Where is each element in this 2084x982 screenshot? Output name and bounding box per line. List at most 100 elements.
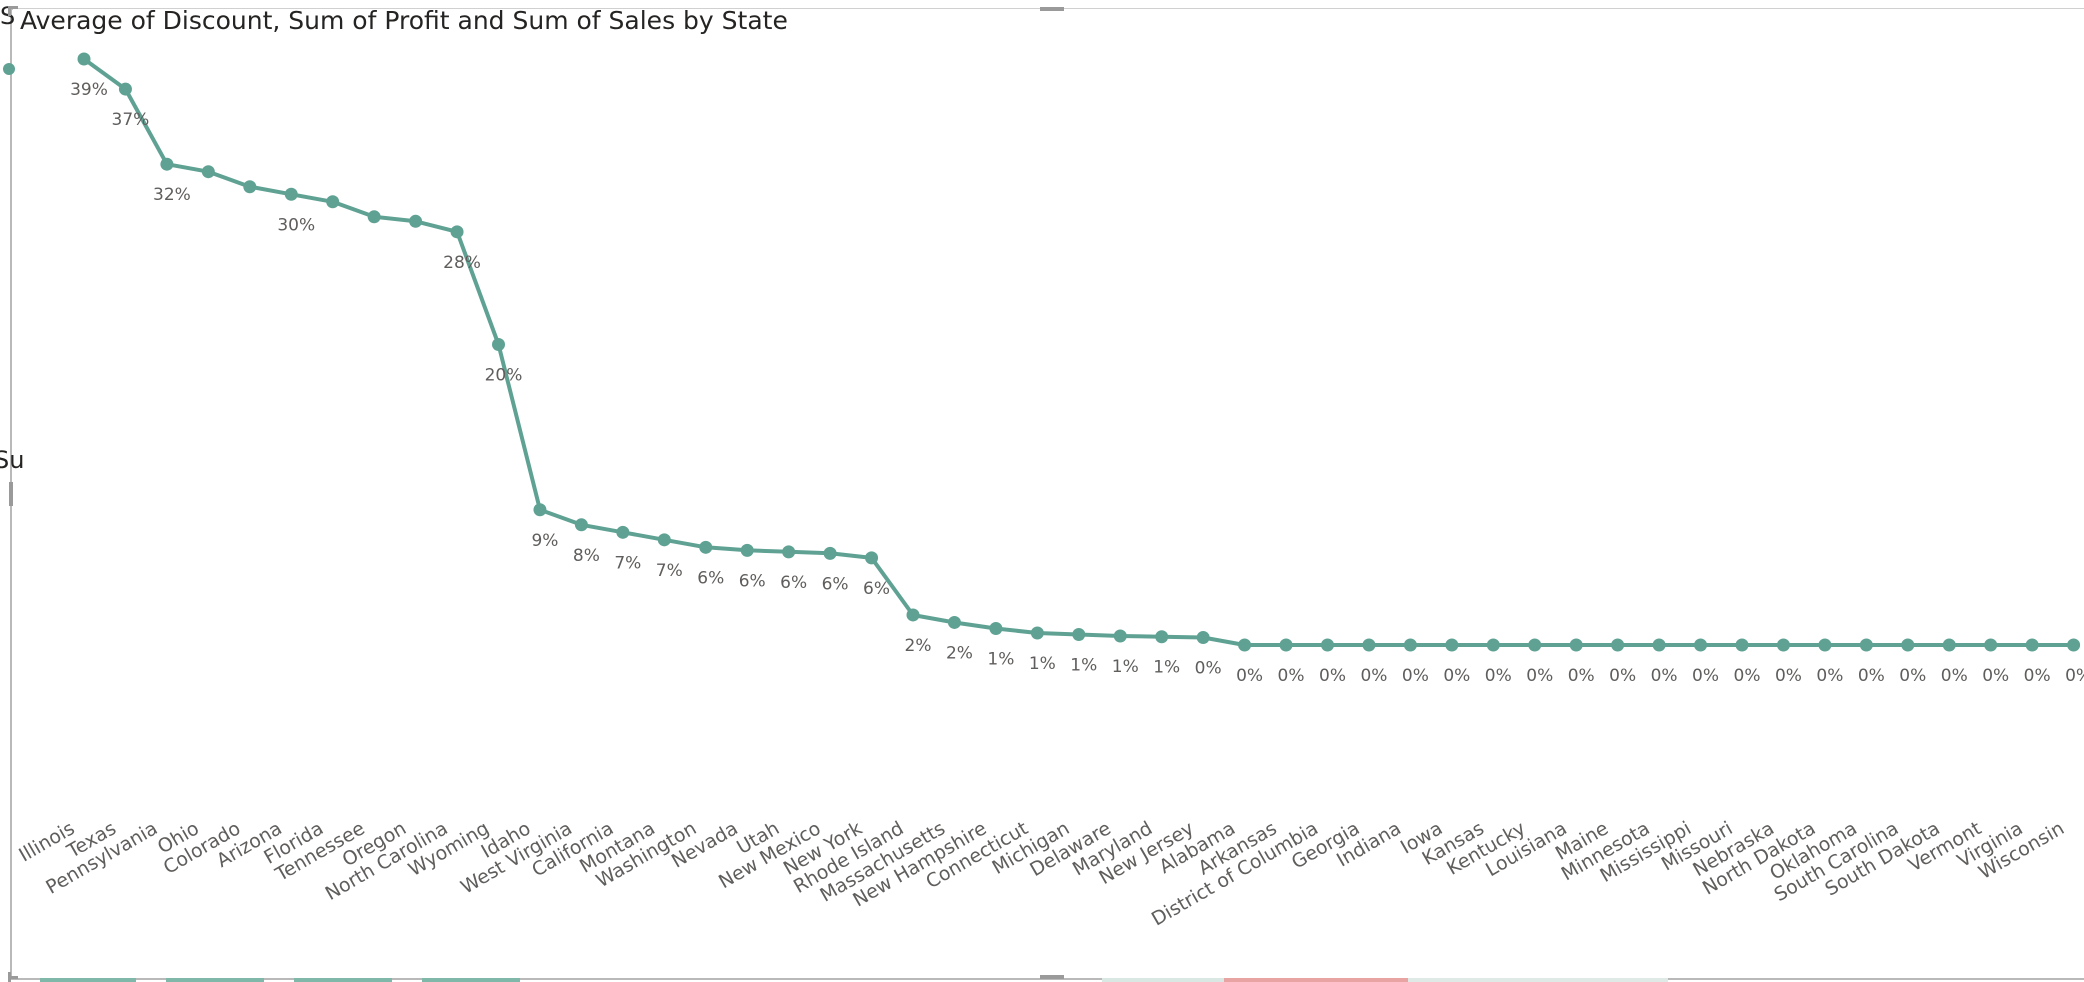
data-point[interactable] xyxy=(1859,638,1873,652)
data-point[interactable] xyxy=(1321,638,1334,652)
data-point[interactable] xyxy=(1984,638,1998,652)
neighbor-visual-strip xyxy=(422,978,520,982)
data-label: 1% xyxy=(1153,658,1180,678)
data-point[interactable] xyxy=(492,338,505,351)
data-point[interactable] xyxy=(1238,638,1252,652)
neighbor-visual-strip xyxy=(166,978,264,982)
data-label: 1% xyxy=(1070,655,1097,675)
data-point[interactable] xyxy=(2025,638,2039,652)
neighbor-visual-strip xyxy=(1408,978,1668,982)
data-point[interactable] xyxy=(906,608,920,622)
resize-handle-top-left[interactable] xyxy=(8,6,18,9)
data-label: 0% xyxy=(2065,666,2084,686)
data-label: 0% xyxy=(1568,666,1595,686)
data-point[interactable] xyxy=(77,52,91,66)
data-label: 0% xyxy=(2024,666,2051,686)
data-label: 2% xyxy=(905,636,932,656)
resize-handle-top[interactable] xyxy=(1040,7,1064,11)
data-point[interactable] xyxy=(284,187,298,201)
data-label: 0% xyxy=(1402,666,1429,686)
neighbor-visual-strip xyxy=(40,978,136,982)
data-label: 30% xyxy=(277,215,315,235)
data-point[interactable] xyxy=(326,195,340,209)
data-point[interactable] xyxy=(616,525,630,539)
data-point[interactable] xyxy=(1196,630,1210,644)
data-point[interactable] xyxy=(574,518,588,532)
data-label: 0% xyxy=(1443,666,1470,686)
data-label: 0% xyxy=(1526,666,1553,686)
resize-handle-top-left[interactable] xyxy=(8,6,11,16)
data-point[interactable] xyxy=(823,546,837,560)
data-point[interactable] xyxy=(1694,638,1708,652)
data-point[interactable] xyxy=(367,210,381,224)
data-point[interactable] xyxy=(865,551,879,565)
data-label: 9% xyxy=(531,531,558,551)
data-label: 0% xyxy=(1609,666,1636,686)
data-label: 0% xyxy=(1858,666,1885,686)
data-point[interactable] xyxy=(1735,638,1749,652)
data-point[interactable] xyxy=(657,533,671,547)
resize-handle-bottom-left[interactable] xyxy=(8,976,18,979)
data-label: 2% xyxy=(946,643,973,663)
data-point[interactable] xyxy=(533,503,547,517)
data-point[interactable] xyxy=(1403,638,1417,652)
data-point[interactable] xyxy=(1652,638,1666,652)
data-label: 0% xyxy=(1195,658,1222,678)
data-label: 6% xyxy=(863,579,890,599)
data-label: 0% xyxy=(1360,666,1387,686)
data-point[interactable] xyxy=(1569,638,1583,652)
data-label: 0% xyxy=(1236,666,1263,686)
data-label: 0% xyxy=(1982,666,2009,686)
data-point[interactable] xyxy=(118,82,132,96)
data-point[interactable] xyxy=(947,615,961,629)
chart-title: Average of Discount, Sum of Profit and S… xyxy=(20,6,788,35)
data-point[interactable] xyxy=(1611,638,1625,652)
data-point[interactable] xyxy=(450,225,464,239)
data-point[interactable] xyxy=(1030,626,1044,640)
clipped-visual-fragment: S xyxy=(0,2,16,30)
data-label: 0% xyxy=(1651,666,1678,686)
data-point[interactable] xyxy=(1113,629,1127,643)
data-label: 7% xyxy=(614,553,641,573)
data-point[interactable] xyxy=(1942,638,1956,652)
series-line xyxy=(82,57,2074,647)
data-point[interactable] xyxy=(1279,638,1293,652)
data-label: 0% xyxy=(1775,666,1802,686)
data-point[interactable] xyxy=(160,157,174,171)
data-label: 37% xyxy=(112,110,150,130)
data-point[interactable] xyxy=(201,165,215,179)
data-point[interactable] xyxy=(740,543,754,557)
neighbor-visual-strip xyxy=(294,978,392,982)
data-label: 8% xyxy=(573,546,600,566)
data-label: 0% xyxy=(1899,666,1926,686)
data-label: 6% xyxy=(780,573,807,593)
data-point[interactable] xyxy=(1445,638,1459,652)
data-point[interactable] xyxy=(2067,638,2081,652)
resize-handle-bottom[interactable] xyxy=(1040,975,1064,979)
data-point[interactable] xyxy=(989,621,1003,635)
data-point[interactable] xyxy=(1818,638,1832,652)
data-point[interactable] xyxy=(1776,638,1790,652)
data-point[interactable] xyxy=(1528,638,1542,652)
data-label: 28% xyxy=(443,253,481,273)
resize-handle-left[interactable] xyxy=(9,482,13,506)
chart-visual[interactable] xyxy=(10,8,2084,980)
data-point[interactable] xyxy=(1362,638,1376,652)
data-label: 7% xyxy=(656,561,683,581)
data-point[interactable] xyxy=(782,545,796,559)
data-point[interactable] xyxy=(1155,630,1169,644)
data-label: 0% xyxy=(1941,666,1968,686)
clipped-data-point xyxy=(3,63,15,75)
data-point[interactable] xyxy=(699,540,713,554)
neighbor-visual-strip xyxy=(1224,978,1408,982)
data-label: 0% xyxy=(1692,666,1719,686)
data-point[interactable] xyxy=(409,214,423,228)
data-point[interactable] xyxy=(243,180,257,194)
data-label: 20% xyxy=(485,366,523,386)
data-label: 6% xyxy=(697,568,724,588)
data-point[interactable] xyxy=(1486,638,1500,652)
clipped-visual-fragment: Su xyxy=(0,446,25,474)
data-label: 6% xyxy=(739,571,766,591)
data-point[interactable] xyxy=(1901,638,1915,652)
data-point[interactable] xyxy=(1072,627,1086,641)
